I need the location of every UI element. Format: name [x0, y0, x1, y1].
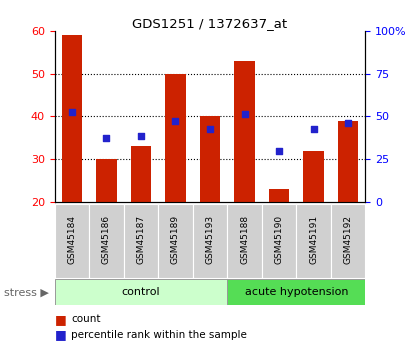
Text: GSM45192: GSM45192	[344, 215, 353, 264]
Point	[310, 127, 317, 132]
Text: acute hypotension: acute hypotension	[244, 287, 348, 297]
Text: ■: ■	[55, 328, 71, 341]
Bar	[227, 204, 262, 278]
Text: GSM45184: GSM45184	[67, 215, 76, 264]
Text: count: count	[71, 314, 101, 324]
Text: control: control	[122, 287, 160, 297]
Text: GSM45188: GSM45188	[240, 215, 249, 264]
Point	[207, 127, 213, 132]
Text: GSM45190: GSM45190	[275, 215, 284, 264]
Bar	[55, 204, 89, 278]
Text: percentile rank within the sample: percentile rank within the sample	[71, 330, 247, 339]
Bar	[331, 204, 365, 278]
Bar	[338, 121, 359, 202]
Bar	[89, 204, 123, 278]
Bar	[61, 35, 82, 202]
Bar	[227, 279, 365, 305]
Bar	[200, 117, 221, 202]
Text: GSM45186: GSM45186	[102, 215, 111, 264]
Point	[276, 148, 282, 153]
Point	[68, 109, 75, 115]
Point	[103, 135, 110, 140]
Bar	[303, 150, 324, 202]
Point	[138, 133, 144, 138]
Bar	[297, 204, 331, 278]
Bar	[193, 204, 227, 278]
Bar	[234, 61, 255, 202]
Text: stress ▶: stress ▶	[4, 287, 49, 297]
Bar	[131, 146, 151, 202]
Bar	[96, 159, 117, 202]
Title: GDS1251 / 1372637_at: GDS1251 / 1372637_at	[132, 17, 288, 30]
Point	[345, 120, 352, 126]
Point	[241, 111, 248, 117]
Text: GSM45193: GSM45193	[205, 215, 215, 264]
Bar	[123, 204, 158, 278]
Text: GSM45187: GSM45187	[136, 215, 145, 264]
Text: ■: ■	[55, 313, 71, 326]
Point	[172, 118, 179, 124]
Text: GSM45189: GSM45189	[171, 215, 180, 264]
Bar	[55, 279, 227, 305]
Bar	[158, 204, 193, 278]
Bar	[262, 204, 297, 278]
Bar	[269, 189, 289, 202]
Text: GSM45191: GSM45191	[309, 215, 318, 264]
Bar	[165, 74, 186, 202]
